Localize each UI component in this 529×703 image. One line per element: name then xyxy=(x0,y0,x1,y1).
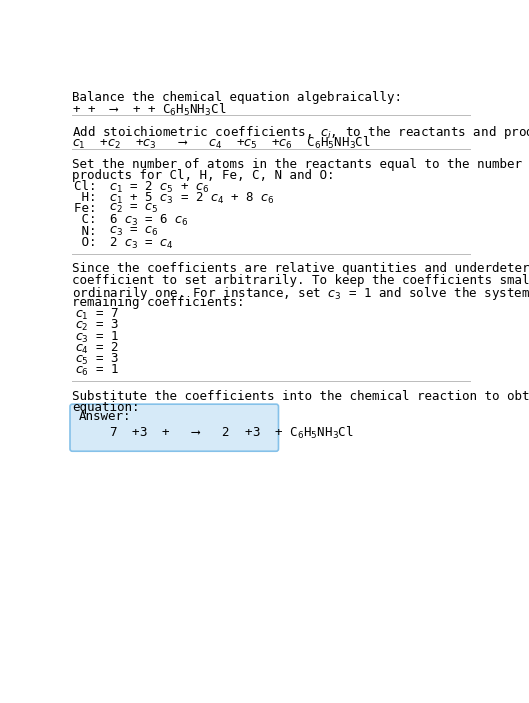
Text: $c_5$ = 3: $c_5$ = 3 xyxy=(76,352,120,367)
Text: O:: O: xyxy=(74,236,104,249)
Text: Cl:: Cl: xyxy=(74,180,104,193)
Text: $c_3$ = $c_6$: $c_3$ = $c_6$ xyxy=(102,224,159,238)
Text: Answer:: Answer: xyxy=(78,410,131,423)
Text: equation:: equation: xyxy=(72,401,140,414)
Text: Fe:: Fe: xyxy=(74,202,104,215)
Text: $c_4$ = 2: $c_4$ = 2 xyxy=(76,341,119,356)
Text: H:: H: xyxy=(74,191,104,204)
Text: 6 $c_3$ = 6 $c_6$: 6 $c_3$ = 6 $c_6$ xyxy=(102,213,189,228)
Text: N:: N: xyxy=(74,224,104,238)
Text: remaining coefficients:: remaining coefficients: xyxy=(72,296,245,309)
Text: $c_2$ = $c_5$: $c_2$ = $c_5$ xyxy=(102,202,158,215)
Text: 2 $c_3$ = $c_4$: 2 $c_3$ = $c_4$ xyxy=(102,236,174,251)
Text: coefficient to set arbitrarily. To keep the coefficients small, the arbitrary va: coefficient to set arbitrarily. To keep … xyxy=(72,273,529,287)
Text: products for Cl, H, Fe, C, N and O:: products for Cl, H, Fe, C, N and O: xyxy=(72,169,335,181)
Text: ordinarily one. For instance, set $c_3$ = 1 and solve the system of equations fo: ordinarily one. For instance, set $c_3$ … xyxy=(72,285,529,302)
Text: C:: C: xyxy=(74,213,104,226)
Text: $c_6$ = 1: $c_6$ = 1 xyxy=(76,363,120,378)
FancyBboxPatch shape xyxy=(70,404,278,451)
Text: $c_1$ = 7: $c_1$ = 7 xyxy=(76,307,120,322)
Text: $c_3$ = 1: $c_3$ = 1 xyxy=(76,330,120,344)
Text: Since the coefficients are relative quantities and underdetermined, choose a: Since the coefficients are relative quan… xyxy=(72,262,529,276)
Text: $c_2$ = 3: $c_2$ = 3 xyxy=(76,318,120,333)
Text: $c_1$ + 5 $c_3$ = 2 $c_4$ + 8 $c_6$: $c_1$ + 5 $c_3$ = 2 $c_4$ + 8 $c_6$ xyxy=(102,191,275,206)
Text: Set the number of atoms in the reactants equal to the number of atoms in the: Set the number of atoms in the reactants… xyxy=(72,157,529,171)
Text: $c_1$ = 2 $c_5$ + $c_6$: $c_1$ = 2 $c_5$ + $c_6$ xyxy=(102,180,209,195)
Text: Add stoichiometric coefficients, $c_i$, to the reactants and products:: Add stoichiometric coefficients, $c_i$, … xyxy=(72,124,529,141)
Text: Balance the chemical equation algebraically:: Balance the chemical equation algebraica… xyxy=(72,91,403,103)
Text: Substitute the coefficients into the chemical reaction to obtain the balanced: Substitute the coefficients into the che… xyxy=(72,389,529,403)
Text: $c_1$  +$c_2$  +$c_3$   ⟶   $c_4$  +$c_5$  +$c_6$  C$_6$H$_5$NH$_3$Cl: $c_1$ +$c_2$ +$c_3$ ⟶ $c_4$ +$c_5$ +$c_6… xyxy=(72,135,371,151)
Text: 7  +3  +   ⟶   2  +3  + C$_6$H$_5$NH$_3$Cl: 7 +3 + ⟶ 2 +3 + C$_6$H$_5$NH$_3$Cl xyxy=(78,425,353,441)
Text: + +  ⟶  + + C$_6$H$_5$NH$_3$Cl: + + ⟶ + + C$_6$H$_5$NH$_3$Cl xyxy=(72,102,227,118)
